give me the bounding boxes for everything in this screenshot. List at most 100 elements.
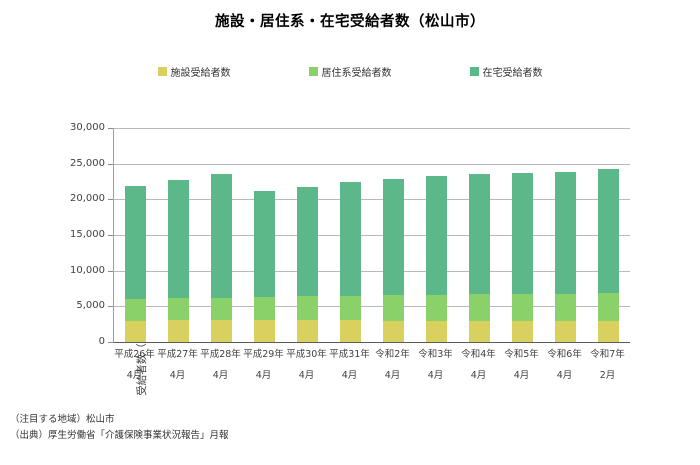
plot-area: 受給者数（人） bbox=[113, 128, 630, 396]
gridline bbox=[114, 199, 630, 201]
y-axis-tick-label: 25,000 bbox=[70, 158, 105, 169]
bar bbox=[469, 128, 490, 342]
bar-segment bbox=[469, 294, 490, 321]
bar bbox=[383, 128, 404, 342]
y-axis-tick bbox=[108, 235, 113, 236]
bar-segment bbox=[297, 320, 318, 342]
bar-slot bbox=[286, 128, 329, 342]
bar-slot bbox=[157, 128, 200, 342]
bar-segment bbox=[211, 297, 232, 321]
x-axis-label: 平成27年 4月 bbox=[156, 349, 199, 382]
bar-slot bbox=[200, 128, 243, 342]
bar-segment bbox=[512, 293, 533, 321]
bar bbox=[426, 128, 447, 342]
legend-item-2: 居住系受給者数 bbox=[308, 64, 392, 79]
x-axis-label-month: 2月 bbox=[599, 370, 616, 381]
x-axis-label-year: 平成28年 bbox=[200, 349, 241, 360]
bar bbox=[297, 128, 318, 342]
bar-segment bbox=[340, 320, 361, 342]
bar-segment bbox=[469, 320, 490, 342]
bar-segment bbox=[383, 178, 404, 296]
bar bbox=[555, 128, 576, 342]
y-axis-tick bbox=[108, 306, 113, 307]
bar-segment bbox=[340, 181, 361, 296]
bar-slot bbox=[415, 128, 458, 342]
x-axis-label-month: 4月 bbox=[126, 370, 143, 381]
x-axis-label-year: 令和5年 bbox=[504, 349, 539, 360]
bar-segment bbox=[426, 320, 447, 342]
legend-item-label: 在宅受給者数 bbox=[482, 68, 543, 79]
legend-item-label: 施設受給者数 bbox=[170, 68, 231, 79]
legend-swatch-icon bbox=[308, 67, 318, 76]
legend-item-1: 施設受給者数 bbox=[157, 64, 231, 79]
x-axis-label-month: 4月 bbox=[470, 370, 487, 381]
y-axis-tick-label: 20,000 bbox=[70, 193, 105, 204]
x-axis-label-year: 平成27年 bbox=[157, 349, 198, 360]
bar-segment bbox=[254, 190, 275, 297]
gridline bbox=[114, 270, 630, 272]
bar-segment bbox=[383, 320, 404, 342]
bar-segment bbox=[125, 320, 146, 342]
gridline bbox=[114, 163, 630, 165]
y-axis-tick bbox=[108, 271, 113, 272]
legend-swatch-icon bbox=[469, 67, 479, 76]
bar-segment bbox=[426, 294, 447, 321]
bar-slot bbox=[372, 128, 415, 342]
bar-series bbox=[114, 128, 630, 342]
bar-segment bbox=[598, 293, 619, 321]
x-axis-labels: 平成26年 4月 平成27年 4月 平成28年 4月 平成29年 4月 平成30年 4月 平成31年… bbox=[113, 349, 629, 382]
bar bbox=[512, 128, 533, 342]
x-axis-label: 令和7年 2月 bbox=[586, 349, 629, 382]
y-axis-tick bbox=[108, 164, 113, 165]
x-axis-label: 平成29年 4月 bbox=[242, 349, 285, 382]
x-axis-label-month: 4月 bbox=[169, 370, 186, 381]
x-axis-label-month: 4月 bbox=[298, 370, 315, 381]
bar bbox=[598, 128, 619, 342]
x-axis-label: 平成26年 4月 bbox=[113, 349, 156, 382]
bar-slot bbox=[243, 128, 286, 342]
y-axis-tick-label: 30,000 bbox=[70, 122, 105, 133]
bar-slot bbox=[544, 128, 587, 342]
x-axis-label-month: 4月 bbox=[384, 370, 401, 381]
bar-segment bbox=[555, 171, 576, 294]
x-axis-label: 平成28年 4月 bbox=[199, 349, 242, 382]
bar-segment bbox=[555, 320, 576, 342]
chart-legend: 施設受給者数 居住系受給者数 在宅受給者数 bbox=[20, 64, 680, 79]
footnote-region: （注目する地域）松山市 bbox=[10, 414, 115, 425]
bar-segment bbox=[211, 320, 232, 342]
footnotes: （注目する地域）松山市 （出典）厚生労働省「介護保険事業状況報告」月報 bbox=[10, 412, 229, 444]
bar-segment bbox=[555, 293, 576, 321]
x-axis-label-month: 4月 bbox=[513, 370, 530, 381]
gridline bbox=[114, 128, 630, 129]
gridline bbox=[114, 306, 630, 308]
y-axis-tick-label: 0 bbox=[98, 336, 105, 347]
bar-segment bbox=[125, 186, 146, 300]
legend-item-3: 在宅受給者数 bbox=[469, 64, 543, 79]
x-axis-label: 平成31年 4月 bbox=[328, 349, 371, 382]
x-axis-label: 平成30年 4月 bbox=[285, 349, 328, 382]
x-axis-label: 令和4年 4月 bbox=[457, 349, 500, 382]
footnote-source: （出典）厚生労働省「介護保険事業状況報告」月報 bbox=[10, 430, 229, 441]
bar-segment bbox=[297, 296, 318, 321]
chart-title: 施設・居住系・在宅受給者数（松山市） bbox=[215, 14, 485, 30]
x-axis-label-year: 令和4年 bbox=[461, 349, 496, 360]
x-axis-label-month: 4月 bbox=[255, 370, 272, 381]
x-axis-label-year: 平成30年 bbox=[286, 349, 327, 360]
bar-segment bbox=[598, 169, 619, 294]
x-axis-label-month: 4月 bbox=[212, 370, 229, 381]
legend-item-label: 居住系受給者数 bbox=[321, 68, 392, 79]
bar-segment bbox=[297, 186, 318, 296]
bar-segment bbox=[340, 295, 361, 321]
y-axis-tick bbox=[108, 342, 113, 343]
x-axis-label: 令和5年 4月 bbox=[500, 349, 543, 382]
bar-slot bbox=[587, 128, 630, 342]
bar-segment bbox=[512, 320, 533, 342]
x-axis-label-year: 平成29年 bbox=[243, 349, 284, 360]
bar-slot bbox=[329, 128, 372, 342]
legend-swatch-icon bbox=[157, 67, 167, 76]
bar-segment bbox=[512, 173, 533, 294]
x-axis-label-year: 令和2年 bbox=[375, 349, 410, 360]
x-axis-label: 令和3年 4月 bbox=[414, 349, 457, 382]
bar bbox=[340, 128, 361, 342]
